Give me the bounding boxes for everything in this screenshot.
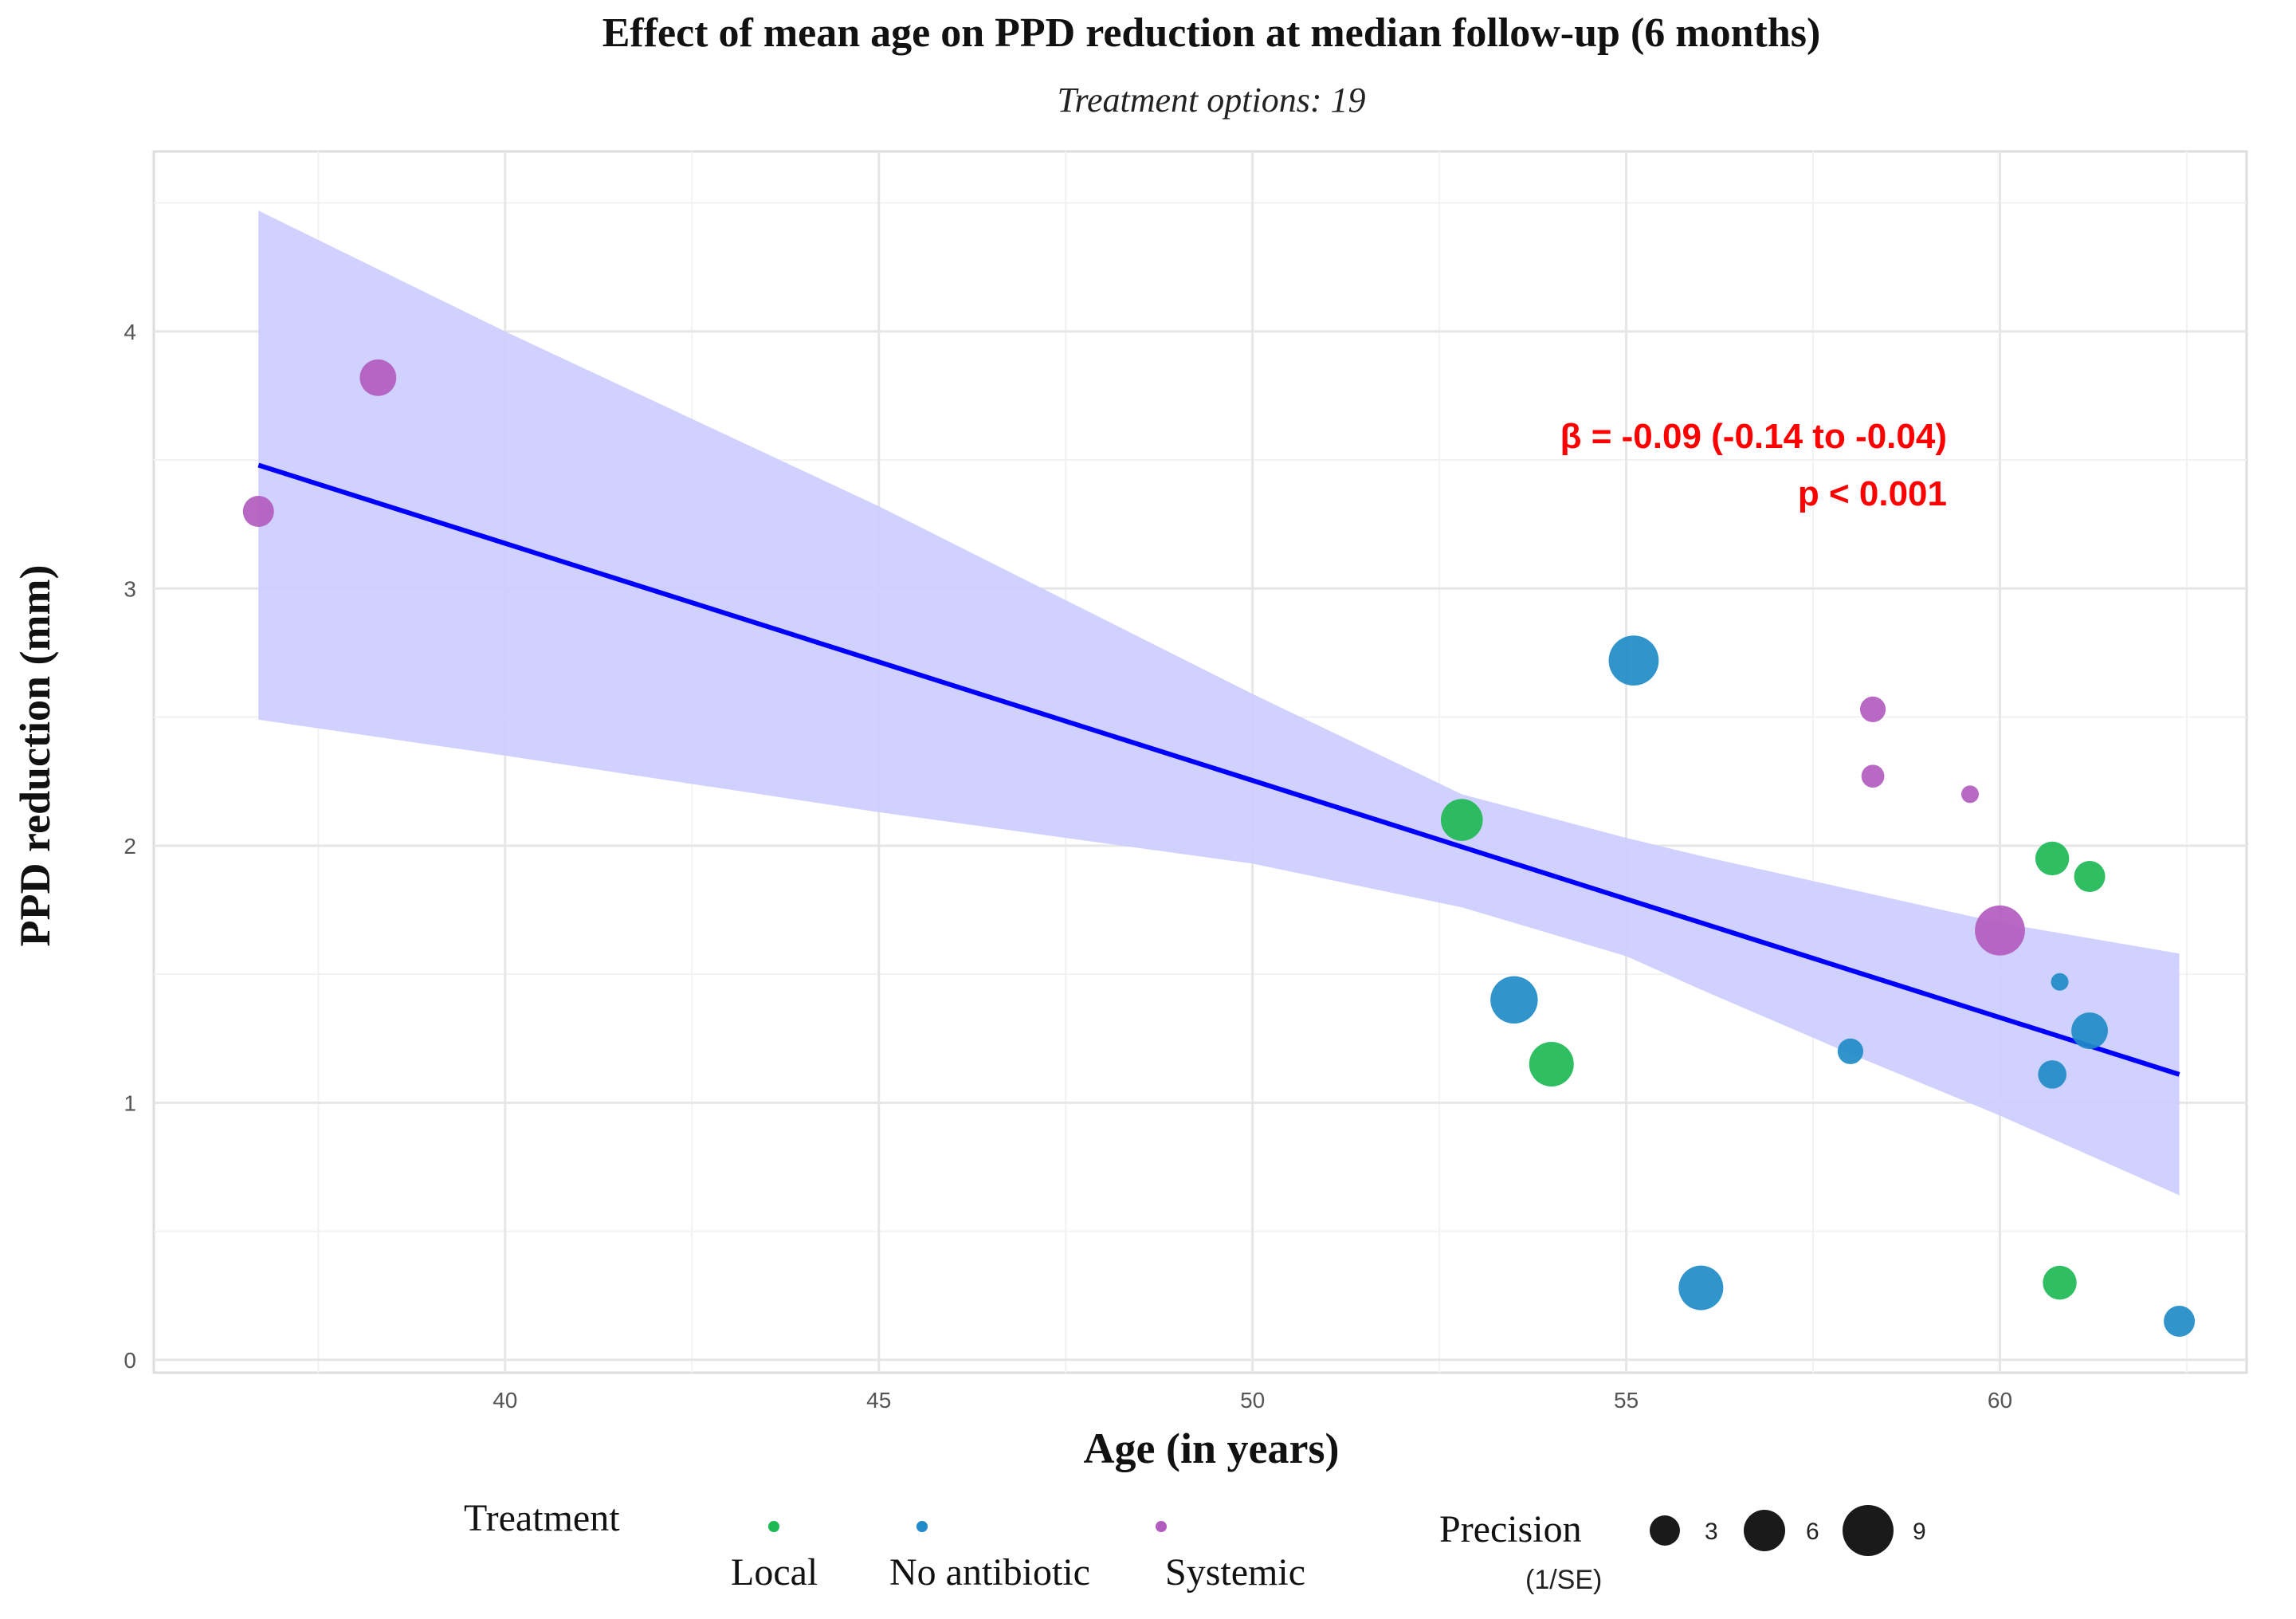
- data-point-12: [2035, 841, 2070, 876]
- legend-precision-title: Precision: [1439, 1508, 1582, 1550]
- legend-swatch-no-antibiotic: [916, 1521, 928, 1532]
- legend-size-label-9: 9: [1913, 1519, 1926, 1545]
- legend-label-no-antibiotic: No antibiotic: [889, 1551, 1090, 1593]
- y-axis-title: PPD reduction (mm): [11, 565, 59, 947]
- chart-subtitle: Treatment options: 19: [1057, 81, 1365, 120]
- data-point-14: [2051, 973, 2069, 991]
- data-point-8: [1859, 696, 1886, 722]
- legend-size-6: [1744, 1510, 1785, 1551]
- chart-title: Effect of mean age on PPD reduction at m…: [602, 10, 1821, 56]
- data-points: [242, 359, 2196, 1337]
- data-point-9: [1861, 764, 1885, 788]
- y-tick-label-2: 2: [124, 834, 136, 859]
- y-tick-label-3: 3: [124, 576, 136, 601]
- x-tick-label-2: 50: [1240, 1388, 1265, 1413]
- legend-size-label-3: 3: [1705, 1519, 1718, 1545]
- data-point-4: [1529, 1041, 1574, 1087]
- data-point-7: [1837, 1038, 1864, 1064]
- data-point-17: [2071, 1012, 2108, 1049]
- x-tick-label-3: 55: [1614, 1388, 1639, 1413]
- x-tick-label-1: 45: [866, 1388, 891, 1413]
- x-axis-title: Age (in years): [1084, 1424, 1340, 1472]
- legend-size-3: [1650, 1515, 1680, 1546]
- data-point-11: [1975, 905, 2025, 956]
- y-tick-label-1: 1: [124, 1090, 136, 1115]
- data-point-3: [1490, 976, 1538, 1024]
- data-point-1: [359, 359, 397, 396]
- data-point-15: [2043, 1265, 2077, 1300]
- data-point-10: [1960, 785, 1979, 804]
- data-point-5: [1608, 635, 1659, 686]
- x-tick-label-0: 40: [493, 1388, 517, 1413]
- data-point-2: [1440, 799, 1483, 841]
- data-point-6: [1678, 1265, 1724, 1311]
- legend-label-systemic: Systemic: [1165, 1551, 1305, 1593]
- regression-line: [257, 462, 2180, 1077]
- legend-label-local: Local: [731, 1551, 818, 1593]
- legend-precision-subtitle: (1/SE): [1525, 1565, 1602, 1595]
- legend-size-9: [1843, 1505, 1894, 1556]
- y-tick-label-0: 0: [124, 1348, 136, 1373]
- data-point-0: [242, 496, 274, 528]
- y-tick-label-4: 4: [124, 320, 136, 344]
- confidence-band: [258, 210, 2180, 1196]
- data-point-16: [2074, 861, 2106, 893]
- data-point-18: [2164, 1305, 2196, 1337]
- x-tick-label-4: 60: [1988, 1388, 2012, 1413]
- axis-ticks: 40 45 50 55 60 0 1 2 3 4: [124, 320, 2012, 1413]
- legend-size-label-6: 6: [1806, 1519, 1819, 1545]
- legend-swatch-systemic: [1156, 1521, 1167, 1532]
- legend-swatch-local: [768, 1521, 779, 1532]
- legend-treatment-title: Treatment: [464, 1497, 620, 1539]
- data-point-13: [2038, 1060, 2066, 1089]
- p-value-annotation: p < 0.001: [1798, 474, 1947, 513]
- beta-annotation: β = -0.09 (-0.14 to -0.04): [1560, 417, 1947, 456]
